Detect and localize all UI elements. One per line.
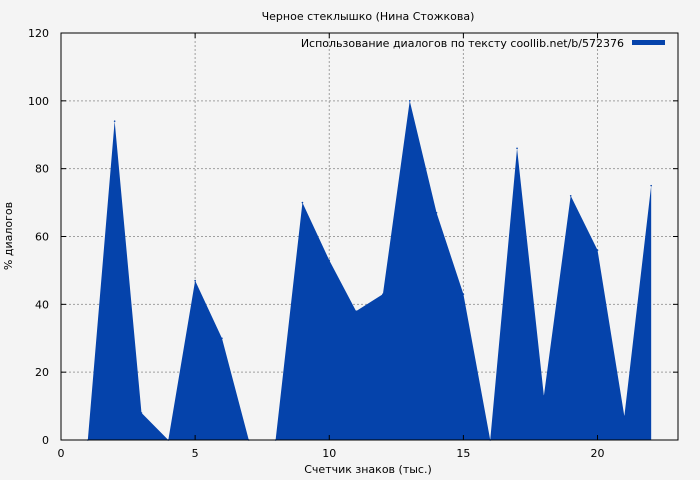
data-point: [194, 279, 196, 282]
y-axis-label: % диалогов: [2, 202, 15, 270]
data-point: [140, 412, 143, 414]
data-point: [462, 293, 465, 295]
data-point: [543, 395, 545, 397]
series-area-0: [87, 100, 652, 440]
data-point: [328, 259, 331, 262]
x-axis-label: Счетчик знаков (тыс.): [304, 463, 432, 476]
y-tick-label: 20: [35, 366, 49, 379]
data-point: [623, 415, 626, 418]
x-tick-label: 10: [322, 447, 336, 460]
data-point: [596, 249, 599, 251]
y-tick-label: 60: [35, 231, 49, 244]
data-point: [650, 184, 652, 187]
y-tick-label: 0: [42, 434, 49, 447]
x-tick-label: 15: [456, 447, 470, 460]
data-point: [516, 147, 518, 150]
x-tick-label: 5: [192, 447, 199, 460]
data-point: [301, 201, 304, 204]
data-point: [221, 337, 223, 340]
ticks: 0 5 10 15 20 0 20 40 60 80 100 120: [28, 27, 678, 460]
data-point: [435, 211, 438, 214]
y-tick-label: 40: [35, 298, 49, 311]
data-point: [113, 120, 116, 122]
data-point: [355, 310, 357, 312]
data-point: [569, 195, 572, 197]
data-point: [408, 100, 411, 102]
x-tick-label: 20: [591, 447, 605, 460]
y-tick-label: 80: [35, 163, 49, 176]
y-tick-label: 100: [28, 95, 49, 108]
legend: Использование диалогов по тексту coollib…: [301, 37, 665, 50]
data-point: [382, 293, 384, 295]
legend-swatch: [632, 40, 665, 45]
y-tick-label: 120: [28, 27, 49, 40]
x-tick-label: 0: [58, 447, 65, 460]
chart-title: Черное стеклышко (Нина Стожкова): [262, 10, 475, 23]
legend-label: Использование диалогов по тексту coollib…: [301, 37, 624, 50]
